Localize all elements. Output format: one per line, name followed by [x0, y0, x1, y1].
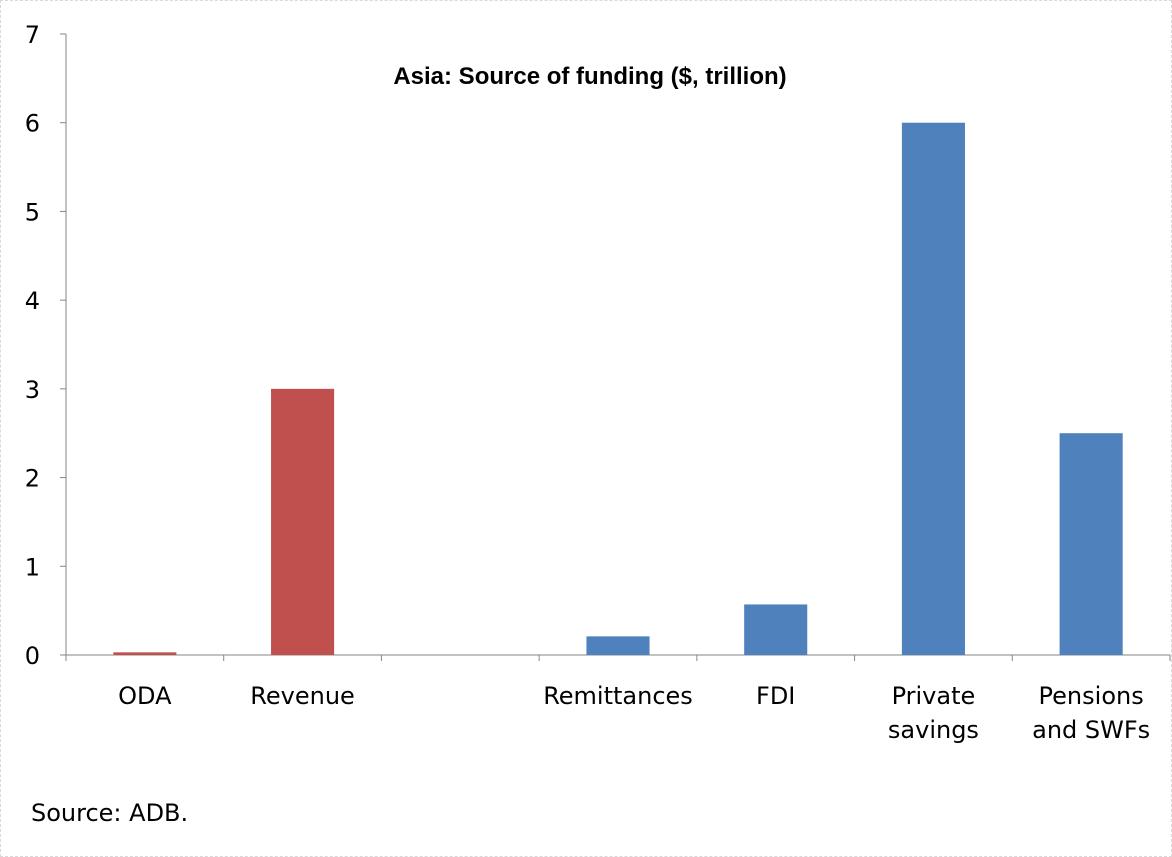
category-labels: ODA Revenue Remittances FDI Private savings Pe… [118, 682, 1150, 744]
x-tick-label: Remittances [543, 682, 693, 710]
y-tick-label: 4 [25, 287, 40, 315]
bar [586, 636, 650, 655]
y-tick-label: 1 [25, 553, 40, 581]
y-tick-label: 0 [25, 642, 40, 670]
y-tick-label: 6 [25, 110, 40, 138]
bar [271, 388, 335, 655]
bars [113, 122, 1123, 655]
x-axis [65, 654, 1171, 661]
y-tick-label: 7 [25, 21, 40, 49]
bar [113, 652, 177, 655]
x-tick-label: FDI [756, 682, 795, 710]
y-tick-label: 5 [25, 198, 40, 226]
bar [901, 122, 965, 655]
y-tick-label: 3 [25, 376, 40, 404]
bar [1059, 433, 1123, 655]
source-note: Source: ADB. [31, 799, 189, 827]
chart-title: Asia: Source of funding ($, trillion) [393, 63, 786, 90]
x-tick-label: ODA [118, 682, 172, 710]
y-tick-label: 2 [25, 465, 40, 493]
bar [744, 604, 808, 655]
x-tick-label: Private savings [888, 682, 979, 744]
x-tick-label: Revenue [250, 682, 355, 710]
x-tick-label: Pensions and SWFs [1032, 682, 1150, 744]
y-axis: 0 1 2 3 4 5 6 7 [25, 21, 67, 670]
